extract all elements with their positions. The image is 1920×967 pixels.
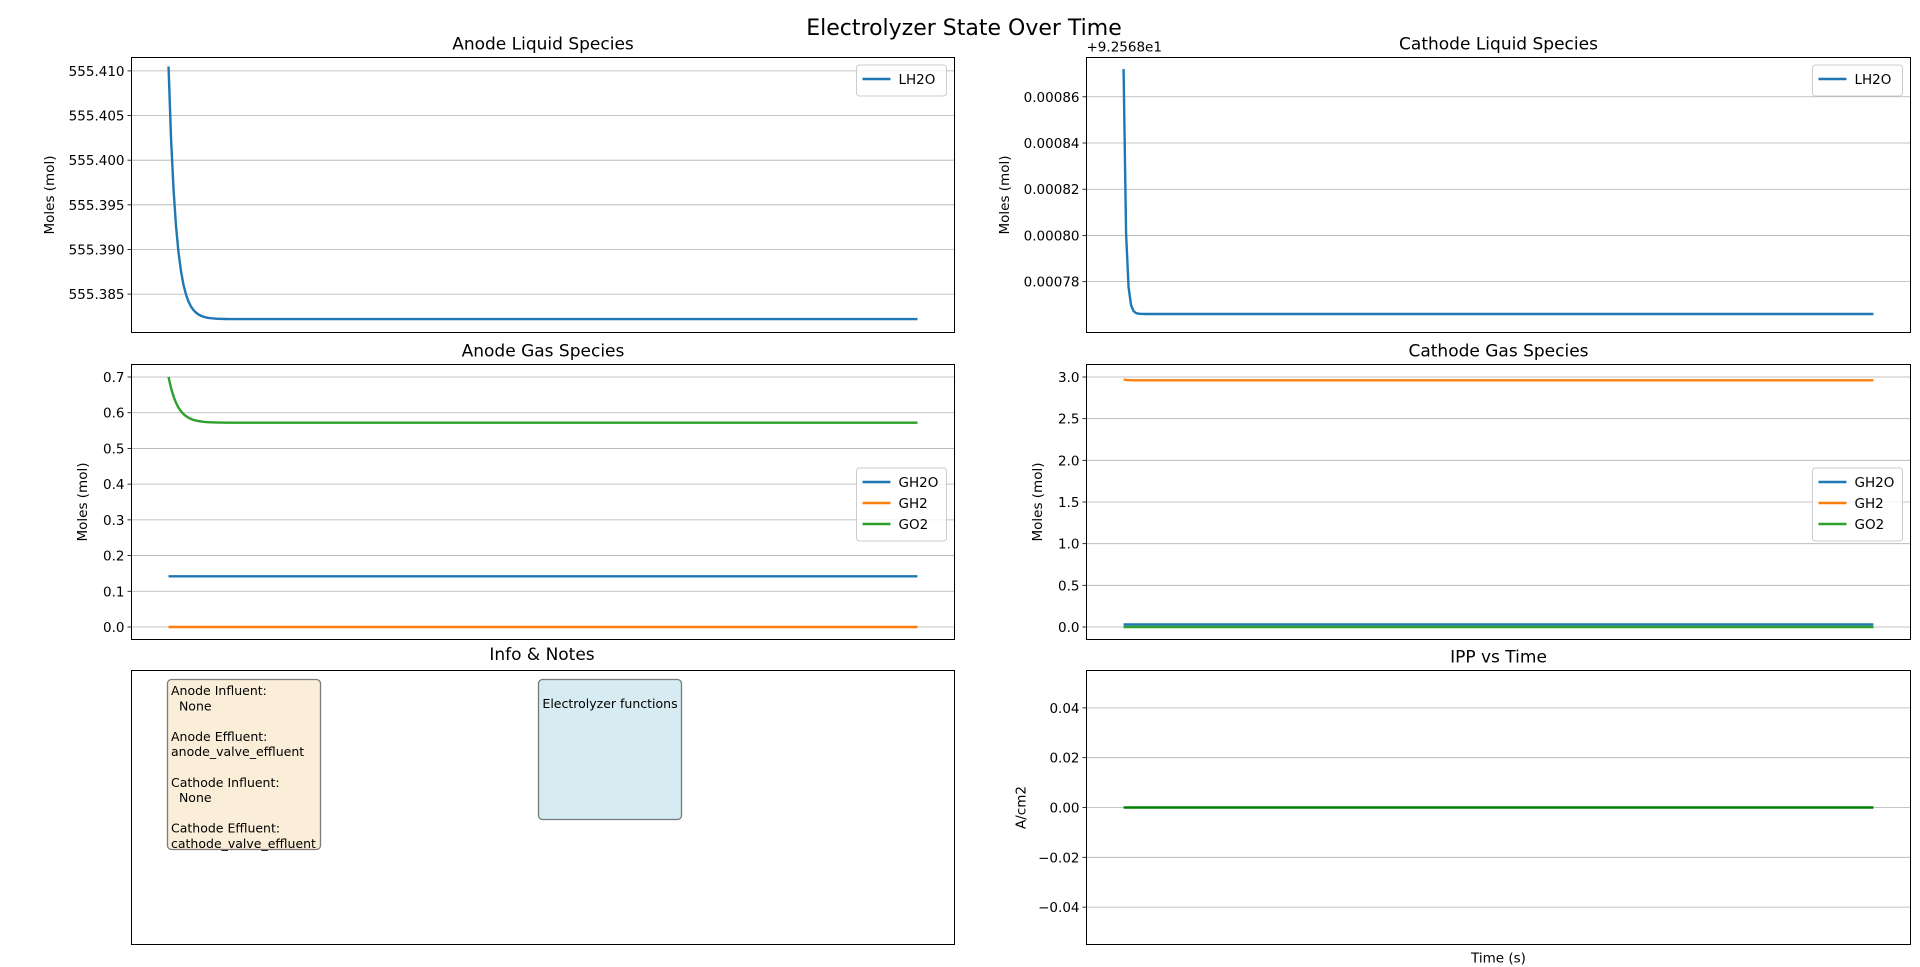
cathode_gas-legend: GH2O GH2 GO2	[1812, 467, 1903, 542]
io-notes-line: Anode Effluent:	[171, 729, 267, 744]
anode_liquid-legend-label: LH2O	[899, 72, 936, 88]
anode_gas-ytick-label: 0.6	[103, 406, 124, 422]
anode_gas-ytick-label: 0.7	[103, 370, 124, 386]
anode_gas-legend-label: GH2	[899, 496, 928, 512]
anode_liquid-title: Anode Liquid Species	[452, 35, 634, 55]
io-notes-box	[166, 678, 322, 851]
io-notes-line: Cathode Effluent:	[171, 821, 280, 836]
cathode_liquid-ylabel: Moles (mol)	[997, 156, 1013, 235]
io-notes-line: Anode Influent:	[171, 683, 267, 698]
anode_gas-frame	[131, 364, 955, 640]
ipp-ytick-label: 0.04	[1049, 701, 1079, 717]
cathode_gas-title: Cathode Gas Species	[1408, 342, 1588, 362]
anode_gas-legend-label: GO2	[899, 517, 929, 533]
cathode_gas-legend-label: GO2	[1855, 517, 1885, 533]
io-notes-text: Anode Influent: None Anode Effluent:anode…	[171, 683, 316, 851]
anode_gas-ytick-label: 0.3	[103, 513, 124, 529]
figure-title: Electrolyzer State Over Time	[806, 16, 1122, 41]
cathode_liquid-ytick-label: 0.00078	[1024, 275, 1080, 291]
anode_gas-title: Anode Gas Species	[462, 342, 625, 362]
plots-layer: Anode Liquid Species 555.385 555.390 555.39…	[42, 35, 1911, 967]
ipp-ylabel: A/cm2	[1014, 786, 1030, 829]
anode_gas-ytick-label: 0.5	[103, 441, 124, 457]
ipp-axes: IPP vs Time −0.04 −0.02 0.00 0.02 0.04 A/cm2 Ti…	[1014, 648, 1911, 967]
io-notes-line: Cathode Influent:	[171, 775, 280, 790]
cathode_liquid-series-lh2o	[1122, 69, 1874, 316]
cathode_liquid-ytick-label: 0.00086	[1024, 90, 1080, 106]
functions-box	[537, 678, 683, 821]
anode_liquid-ytick-label: 555.405	[69, 109, 125, 125]
cathode_liquid-title: Cathode Liquid Species	[1399, 35, 1598, 55]
anode_liquid-ytick-label: 555.395	[69, 198, 125, 214]
ipp-ytick-label: 0.02	[1049, 751, 1079, 767]
anode_liquid-ylabel: Moles (mol)	[42, 156, 58, 235]
ipp-ytick-label: 0.00	[1049, 801, 1079, 817]
anode_liquid-axes: Anode Liquid Species 555.385 555.390 555.39…	[42, 35, 955, 333]
cathode_gas-series-gh2	[1123, 378, 1874, 382]
cathode_gas-legend-frame	[1812, 467, 1903, 542]
anode_liquid-ytick-label: 555.390	[69, 242, 125, 258]
anode_liquid-ytick-label: 555.400	[69, 153, 125, 169]
cathode_gas-ytick-label: 2.5	[1058, 412, 1079, 428]
cathode_liquid-ytick-label: 0.00084	[1024, 136, 1080, 152]
anode_gas-legend-label: GH2O	[899, 475, 939, 491]
anode_gas-ytick-label: 0.4	[103, 477, 124, 493]
anode_liquid-ytick-label: 555.385	[69, 287, 125, 303]
cathode_gas-ytick-label: 3.0	[1058, 370, 1079, 386]
anode_gas-axes: Anode Gas Species 0.0 0.1 0.2 0.3 0.4 0.5 0.6 0.…	[75, 342, 955, 640]
anode_gas-legend-frame	[856, 467, 947, 542]
io-notes-line: cathode_valve_effluent	[171, 836, 316, 851]
info-panel: Info & Notes Anode Influent: None Anode E…	[131, 645, 955, 945]
cathode_gas-ytick-label: 2.0	[1058, 453, 1079, 469]
anode_gas-legend: GH2O GH2 GO2	[856, 467, 947, 542]
cathode_liquid-offset-label: +9.2568e1	[1087, 40, 1162, 56]
cathode_liquid-frame	[1086, 57, 1911, 333]
cathode_liquid-legend-label: LH2O	[1855, 72, 1892, 88]
cathode_gas-axes: Cathode Gas Species 0.0 0.5 1.0 1.5 2.0 2.5 3.0…	[1030, 342, 1911, 640]
ipp-title: IPP vs Time	[1450, 648, 1547, 668]
ipp-xlabel: Time (s)	[1470, 951, 1526, 967]
cathode_liquid-ytick-label: 0.00082	[1024, 182, 1080, 198]
io-notes-line: None	[171, 790, 212, 805]
cathode_liquid-axes: Cathode Liquid Species 0.00078 0.00080 0.00…	[997, 35, 1911, 333]
info-panel-frame	[131, 670, 955, 945]
anode_gas-ytick-label: 0.1	[103, 584, 124, 600]
anode_gas-ylabel: Moles (mol)	[75, 463, 91, 542]
info-panel-title: Info & Notes	[489, 645, 594, 665]
cathode_gas-legend-label: GH2	[1855, 496, 1884, 512]
anode_liquid-ytick-label: 555.410	[69, 64, 125, 80]
cathode_liquid-ytick-label: 0.00080	[1024, 228, 1080, 244]
cathode_gas-ylabel: Moles (mol)	[1030, 463, 1046, 542]
ipp-ytick-label: −0.02	[1038, 850, 1079, 866]
ipp-ytick-label: −0.04	[1038, 900, 1079, 916]
cathode_gas-legend-label: GH2O	[1855, 475, 1895, 491]
io-notes-line: anode_valve_effluent	[171, 744, 304, 759]
cathode_gas-frame	[1086, 364, 1911, 640]
functions-box-label: Electrolyzer functions	[542, 696, 677, 711]
cathode_liquid-legend: LH2O	[1812, 64, 1903, 97]
anode_liquid-legend-frame	[856, 64, 947, 97]
cathode_liquid-legend-frame	[1812, 64, 1903, 97]
cathode_gas-ytick-label: 0.0	[1058, 620, 1079, 636]
anode_liquid-legend: LH2O	[856, 64, 947, 97]
ipp-frame	[1086, 670, 1911, 945]
io-notes-line: None	[171, 698, 212, 713]
anode_liquid-series-lh2o	[167, 66, 918, 321]
cathode_gas-ytick-label: 1.0	[1058, 537, 1079, 553]
anode_gas-ytick-label: 0.2	[103, 549, 124, 565]
anode_gas-series-go2	[167, 376, 918, 424]
anode_gas-ytick-label: 0.0	[103, 620, 124, 636]
cathode_gas-ytick-label: 1.5	[1058, 495, 1079, 511]
cathode_gas-ytick-label: 0.5	[1058, 578, 1079, 594]
anode_liquid-frame	[131, 57, 955, 333]
